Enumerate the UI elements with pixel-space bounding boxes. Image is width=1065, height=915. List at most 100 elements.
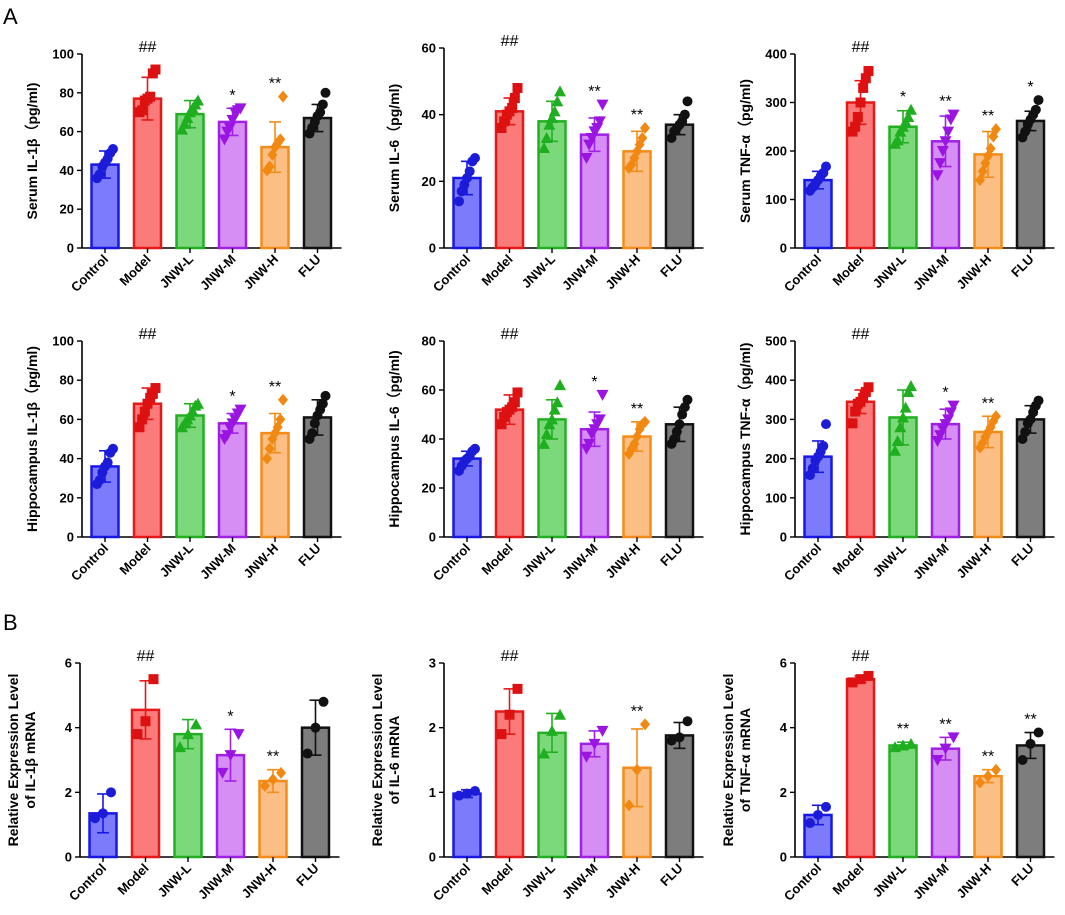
x-tick-label: JNW-H: [239, 861, 280, 902]
data-point: [176, 123, 188, 135]
data-point: [858, 392, 869, 403]
y-tick-label: 400: [765, 373, 787, 388]
data-point: [805, 818, 815, 829]
y-tick-label: 0: [67, 530, 74, 545]
data-point: [317, 398, 328, 409]
data-point: [260, 779, 270, 792]
x-tick-label: Control: [430, 252, 473, 295]
chart-hippocampus-il1b: Hippocampus IL-1β（pg/ml) 0 20 40 60 80 100 Cont…: [24, 326, 342, 584]
y-tick-label: 2: [780, 785, 787, 800]
data-point: [223, 122, 236, 134]
chart-serum-tnfa: Serum TNF-α（pg/ml) 0 100 200 300 400 Control Mo…: [737, 39, 1055, 295]
data-point: [278, 393, 288, 406]
data-point: [637, 132, 648, 144]
data-point: [682, 96, 693, 107]
x-tick-label: JNW-L: [870, 860, 910, 900]
data-point: [546, 724, 558, 736]
bar: [175, 112, 205, 250]
y-tick-label: 0: [780, 530, 787, 545]
data-point: [674, 419, 685, 430]
x-tick-label: FLU: [1008, 252, 1036, 280]
data-point: [90, 813, 100, 824]
data-point: [983, 770, 993, 783]
data-point: [936, 146, 949, 157]
data-point: [902, 385, 915, 397]
x-tick-label: Control: [430, 861, 473, 904]
x-tick-label: JNW-L: [870, 540, 910, 580]
data-point: [991, 123, 1001, 136]
data-point: [142, 398, 153, 409]
significance-label: ##: [139, 326, 157, 343]
data-point: [596, 389, 609, 401]
data-point: [858, 82, 869, 93]
chart-tnfa-mrna: Relative Expression Level of TNF-α mRNA 0 2…: [720, 648, 1055, 904]
data-point: [540, 132, 553, 143]
data-point: [137, 105, 148, 116]
data-point: [931, 755, 944, 766]
x-tick-label: Control: [68, 541, 111, 584]
y-axis-label: of TNF-α mRNA: [737, 708, 753, 812]
x-tick-label: FLU: [295, 252, 323, 280]
panel-letter-b: B: [3, 610, 18, 635]
bar: [132, 97, 163, 250]
x-tick-label: Control: [781, 541, 824, 584]
significance-label: ##: [852, 326, 870, 343]
data-point: [139, 406, 150, 417]
x-tick-label: Control: [781, 252, 824, 295]
data-point: [320, 390, 331, 401]
y-tick-label: 0: [429, 530, 436, 545]
data-point: [538, 747, 550, 759]
data-point: [897, 411, 909, 423]
significance-label: **: [588, 84, 600, 101]
significance-label: **: [982, 749, 994, 766]
data-point: [991, 763, 1001, 776]
bar: [452, 792, 482, 859]
x-tick-label: JNW-M: [559, 252, 601, 294]
y-tick-label: 6: [65, 656, 72, 671]
data-point: [504, 709, 515, 720]
x-tick-label: JNW-M: [910, 252, 952, 294]
data-point: [807, 463, 818, 474]
data-point: [682, 394, 693, 405]
x-tick-label: FLU: [1008, 861, 1036, 889]
data-point: [317, 99, 328, 110]
x-tick-label: JNW-H: [241, 541, 282, 582]
data-point: [470, 153, 480, 163]
x-tick-label: Model: [829, 252, 866, 289]
data-point: [863, 65, 874, 76]
data-point: [821, 419, 831, 430]
x-tick-label: JNW-M: [559, 541, 601, 583]
data-point: [551, 396, 564, 408]
significance-label: *: [229, 389, 235, 406]
data-point: [551, 95, 564, 107]
significance-label: *: [942, 385, 948, 402]
significance-label: **: [631, 401, 643, 418]
y-tick-label: 300: [765, 412, 787, 427]
bar: [175, 414, 205, 539]
bar: [973, 774, 1003, 859]
x-tick-label: FLU: [657, 861, 685, 889]
data-point: [1017, 755, 1028, 765]
x-tick-label: FLU: [293, 861, 321, 889]
data-point: [496, 123, 507, 133]
data-point: [855, 674, 866, 685]
bar: [622, 435, 652, 539]
y-tick-label: 0: [429, 850, 436, 865]
data-point: [991, 410, 1001, 423]
significance-label: *: [900, 89, 906, 106]
data-point: [905, 103, 917, 115]
data-point: [860, 73, 871, 84]
data-point: [134, 422, 145, 433]
data-point: [470, 443, 480, 454]
x-tick-label: FLU: [657, 252, 685, 280]
data-point: [150, 383, 161, 394]
chart-serum-il1b: Serum IL-1β（pg/ml) 0 20 40 60 80 100 Control Mod…: [24, 39, 342, 295]
y-axis-label: Serum TNF-α（pg/ml): [737, 79, 753, 223]
data-point: [186, 405, 199, 417]
bar: [664, 123, 695, 250]
y-axis-label: Hippocampus TNF-α（pg/ml): [737, 343, 753, 536]
x-tick-label: FLU: [295, 541, 323, 569]
data-point: [512, 683, 523, 694]
data-point: [216, 767, 229, 779]
